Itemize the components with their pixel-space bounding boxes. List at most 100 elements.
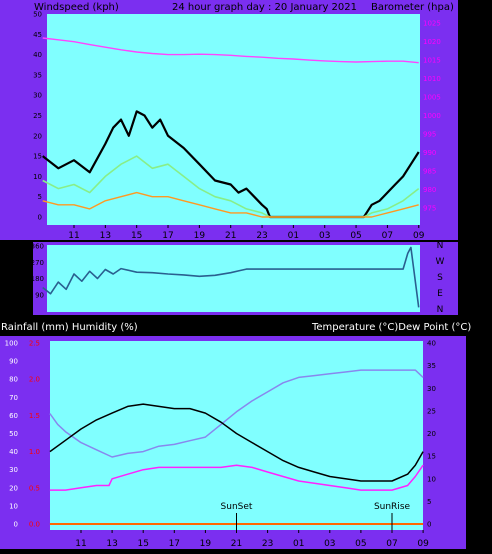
wind-x-tick-label: 07 (382, 231, 393, 241)
temp-x-tick-label: 05 (355, 539, 366, 549)
wind-x-tick-label: 17 (162, 231, 173, 241)
wind-x-tick-label: 11 (68, 231, 79, 241)
compass-label: N (437, 305, 444, 315)
humidity-y-tick-label: 20 (9, 484, 18, 492)
direction-series-layer (42, 246, 420, 308)
wind-axis-ticks: 0510152025303540455097598098599099510001… (33, 11, 441, 242)
temperature-y-tick-label: 35 (427, 362, 436, 370)
wind-x-tick-label: 21 (225, 231, 236, 241)
wind-y-tick-label: 35 (33, 71, 42, 79)
barometer-y-tick-label: 980 (423, 186, 436, 194)
temp-series-humidity (49, 369, 424, 458)
direction-series (42, 246, 420, 308)
wind-plot-area (47, 14, 420, 225)
humidity-y-tick-label: 40 (9, 448, 18, 456)
barometer-y-tick-label: 1005 (423, 94, 441, 102)
temperature-y-tick-label: 5 (427, 498, 431, 506)
wind-series-low (42, 191, 419, 218)
rain-y-tick-label: 0.5 (29, 484, 40, 492)
temp-x-tick-label: 21 (231, 539, 242, 549)
temp-x-tick-label: 15 (137, 539, 148, 549)
humidity-y-tick-label: 10 (9, 502, 18, 510)
humidity-y-tick-label: 70 (9, 394, 18, 402)
temperature-y-tick-label: 25 (427, 407, 436, 415)
wind-series-average (42, 155, 420, 218)
wind-x-tick-label: 15 (131, 231, 142, 241)
compass-label: N (437, 241, 444, 251)
sun-marker-label: SunSet (221, 502, 253, 512)
rain-y-tick-label: 0.0 (29, 521, 40, 529)
wind-y-tick-label: 5 (38, 193, 42, 201)
wind-x-tick-label: 19 (194, 231, 206, 241)
temperature-y-tick-label: 10 (427, 475, 436, 483)
temp-x-tick-label: 17 (169, 539, 180, 549)
temperature-y-tick-label: 15 (427, 453, 436, 461)
barometer-y-tick-label: 990 (423, 149, 436, 157)
temp-plot-area (50, 341, 423, 530)
sun-marker-label: SunRise (374, 502, 411, 512)
rain-y-tick-label: 1.0 (29, 448, 40, 456)
temp-series-temperature (49, 403, 424, 482)
rain-humidity-axis-title: Rainfall (mm) Humidity (%) (1, 322, 138, 333)
wind-x-tick-label: 13 (100, 231, 111, 241)
temp-x-tick-label: 09 (417, 539, 429, 549)
humidity-y-tick-label: 90 (9, 358, 18, 366)
temp-series-dewpoint (49, 464, 424, 491)
barometer-y-tick-label: 1000 (423, 112, 441, 120)
temp-dewpoint-axis-title: Temperature (°C)Dew Point (°C) (311, 322, 471, 333)
temp-x-tick-label: 01 (293, 539, 304, 549)
barometer-y-tick-label: 1020 (423, 38, 441, 46)
wind-y-tick-label: 25 (33, 112, 42, 120)
compass-label: E (437, 289, 443, 299)
wind-y-tick-label: 30 (33, 92, 42, 100)
temp-x-tick-label: 11 (75, 539, 86, 549)
wind-x-tick-label: 09 (413, 231, 425, 241)
barometer-y-tick-label: 1010 (423, 75, 441, 83)
humidity-y-tick-label: 30 (9, 466, 18, 474)
wind-y-tick-label: 10 (33, 173, 42, 181)
sun-annotations: SunSet SunRise (221, 502, 411, 530)
wind-series-pressure (42, 37, 419, 64)
wind-x-tick-label: 23 (256, 231, 267, 241)
wind-x-tick-label: 01 (288, 231, 299, 241)
direction-y-tick-label: 270 (31, 259, 44, 267)
humidity-y-tick-label: 100 (5, 340, 18, 348)
direction-y-tick-label: 180 (31, 275, 44, 283)
compass-label: W (436, 257, 445, 267)
temp-axis-ticks: 01020304050607080901000.00.51.01.52.02.5… (5, 340, 436, 550)
wind-y-tick-label: 45 (33, 31, 42, 39)
wind-y-tick-label: 40 (33, 51, 42, 59)
humidity-y-tick-label: 0 (14, 521, 18, 529)
temperature-y-tick-label: 0 (427, 521, 431, 529)
barometer-axis-title: Barometer (hpa) (371, 2, 454, 13)
barometer-y-tick-label: 995 (423, 130, 436, 138)
temp-x-tick-label: 13 (106, 539, 117, 549)
barometer-y-tick-label: 1015 (423, 57, 441, 65)
temperature-y-tick-label: 20 (427, 430, 436, 438)
wind-y-tick-label: 0 (38, 214, 42, 222)
temperature-y-tick-label: 30 (427, 385, 436, 393)
graph-title: 24 hour graph day : 20 January 2021 (172, 2, 357, 13)
rain-y-tick-label: 2.0 (29, 376, 40, 384)
wind-series-layer (42, 37, 420, 219)
wind-series-gust (42, 110, 420, 219)
direction-y-tick-label: 90 (35, 291, 44, 299)
humidity-y-tick-label: 50 (9, 430, 18, 438)
wind-x-tick-label: 03 (319, 231, 330, 241)
rain-y-tick-label: 1.5 (29, 412, 40, 420)
wind-y-tick-label: 50 (33, 11, 42, 19)
wind-x-tick-label: 05 (350, 231, 361, 241)
temp-x-tick-label: 19 (200, 539, 212, 549)
humidity-y-tick-label: 80 (9, 376, 18, 384)
temperature-y-tick-label: 40 (427, 340, 436, 348)
humidity-y-tick-label: 60 (9, 412, 18, 420)
temp-x-tick-label: 23 (262, 539, 273, 549)
temp-x-tick-label: 03 (324, 539, 335, 549)
compass-label: S (437, 273, 443, 283)
direction-y-tick-label: 360 (31, 243, 44, 251)
barometer-y-tick-label: 1025 (423, 20, 441, 28)
windspeed-axis-title: Windspeed (kph) (34, 2, 119, 13)
wind-y-tick-label: 15 (33, 153, 42, 161)
